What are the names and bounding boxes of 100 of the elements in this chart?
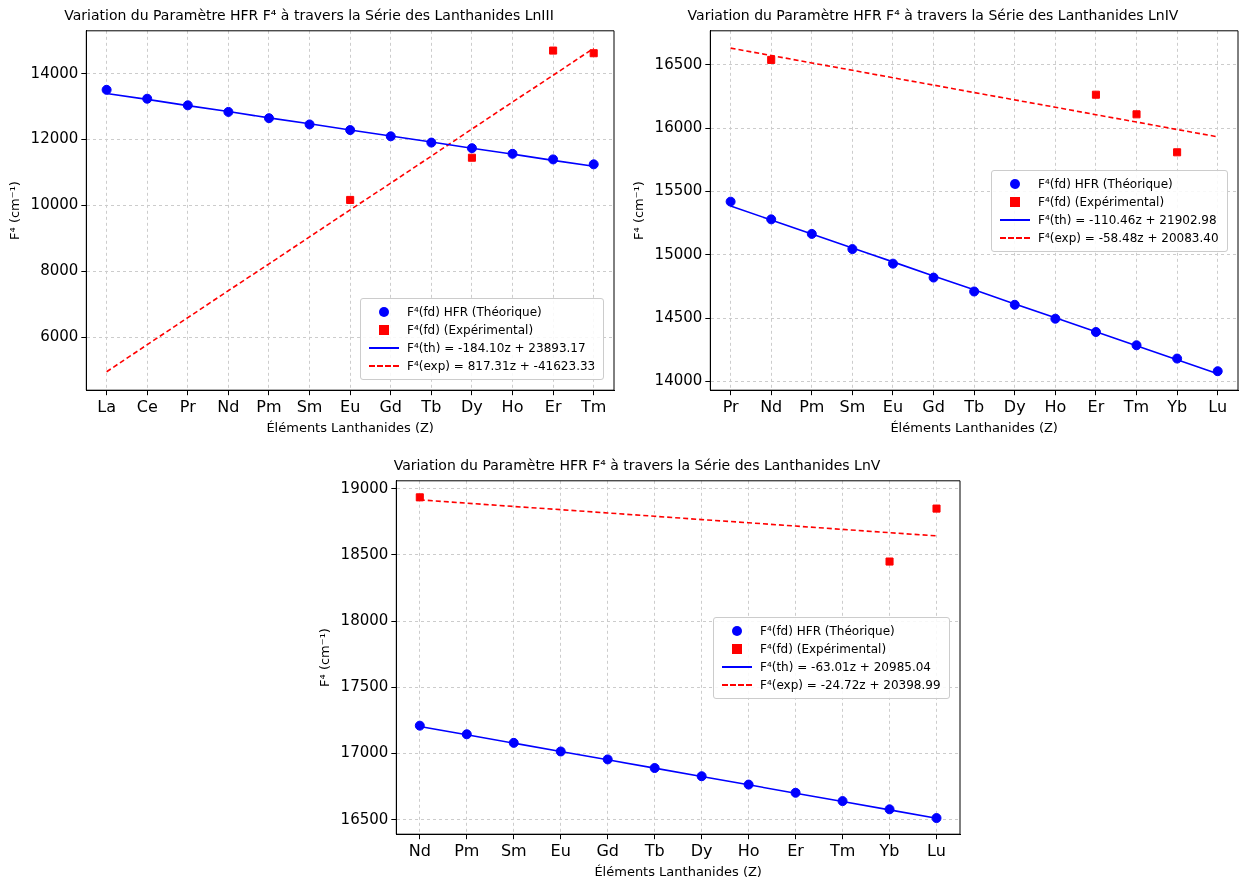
x-tick-label: Er — [1087, 396, 1105, 416]
x-tick-label: Er — [787, 840, 805, 860]
x-axis-title: Éléments Lanthanides (Z) — [594, 863, 762, 879]
point — [1131, 340, 1142, 351]
y-tick-label: 14000 — [30, 63, 79, 82]
y-tick-label: 17000 — [340, 743, 389, 762]
point — [588, 159, 599, 170]
x-axis-title: Éléments Lanthanides (Z) — [266, 419, 434, 435]
point — [696, 771, 707, 782]
legend-label: F⁴(th) = -184.10z + 23893.17 — [407, 341, 586, 356]
x-tick-label: Lu — [927, 840, 946, 860]
x-tick-label: Ho — [501, 396, 524, 416]
point — [1212, 366, 1223, 377]
point — [385, 131, 396, 142]
point — [182, 100, 193, 111]
point — [426, 137, 437, 148]
point — [932, 504, 941, 513]
y-tick-label: 8000 — [40, 261, 79, 280]
x-tick-label: Pm — [454, 840, 480, 860]
y-tick-label: 16000 — [654, 118, 703, 137]
x-tick-label: Tm — [828, 840, 856, 860]
y-tick-label: 19000 — [340, 478, 389, 497]
point — [928, 272, 939, 283]
y-tick-label: 15000 — [654, 244, 703, 263]
x-tick-label: Nd — [760, 396, 783, 416]
legend-label: F⁴(fd) HFR (Théorique) — [407, 305, 542, 320]
point — [1009, 299, 1020, 310]
point — [1132, 110, 1141, 119]
x-tick-label: Pm — [799, 396, 825, 416]
legend-label: F⁴(exp) = -24.72z + 20398.99 — [760, 677, 941, 692]
y-tick-label: 17500 — [340, 677, 389, 696]
point — [508, 737, 519, 748]
point — [767, 55, 776, 64]
x-tick-label: Ho — [737, 840, 760, 860]
y-tick-label: 12000 — [30, 129, 79, 148]
x-tick-label: Eu — [550, 840, 571, 860]
chart-title: Variation du Paramètre HFR F⁴ à travers la Série des Lanthanides LnIV — [687, 7, 1179, 24]
x-tick-label: Tm — [1122, 396, 1150, 416]
x-tick-label: Ce — [136, 396, 158, 416]
point — [345, 125, 356, 136]
x-tick-label: Sm — [500, 840, 527, 860]
legend-label: F⁴(fd) (Expérimental) — [407, 323, 534, 338]
y-tick-label: 18000 — [340, 610, 389, 629]
y-tick-label: 10000 — [30, 195, 79, 214]
legend-label: F⁴(exp) = -58.48z + 20083.40 — [1038, 230, 1219, 245]
point — [263, 113, 274, 124]
point — [1172, 353, 1183, 364]
x-tick-label: Gd — [922, 396, 945, 416]
legend-label: F⁴(fd) HFR (Théorique) — [1038, 176, 1173, 191]
legend-label: F⁴(th) = -110.46z + 21902.98 — [1038, 212, 1217, 227]
point — [101, 84, 112, 95]
x-tick-label: Dy — [1003, 396, 1026, 416]
x-tick-label: Gd — [596, 840, 619, 860]
x-tick-label: Eu — [340, 396, 361, 416]
point — [466, 143, 477, 154]
x-tick-label: Pm — [256, 396, 282, 416]
x-tick-label: Ho — [1044, 396, 1067, 416]
point — [766, 214, 777, 225]
point — [1050, 313, 1061, 324]
x-tick-label: Pr — [722, 396, 739, 416]
x-tick-label: Dy — [690, 840, 713, 860]
legend-label: F⁴(th) = -63.01z + 20985.04 — [760, 659, 931, 674]
point — [414, 720, 425, 731]
x-tick-label: Yb — [878, 840, 900, 860]
point — [1091, 90, 1100, 99]
point — [969, 286, 980, 297]
x-tick-label: Pr — [179, 396, 197, 416]
point — [304, 119, 315, 130]
x-tick-label: Tm — [580, 396, 607, 416]
point — [885, 557, 894, 566]
y-axis-title: F⁴ (cm⁻¹) — [631, 181, 647, 240]
x-tick-label: Sm — [839, 396, 866, 416]
x-tick-label: La — [97, 396, 116, 416]
point — [589, 49, 598, 58]
point — [884, 804, 895, 815]
point — [1173, 148, 1182, 157]
point — [649, 763, 660, 774]
point — [725, 196, 736, 207]
y-tick-label: 15500 — [654, 181, 703, 200]
y-tick-label: 16500 — [340, 809, 389, 828]
x-tick-label: Eu — [882, 396, 904, 416]
point — [142, 93, 153, 104]
point — [549, 46, 558, 55]
line-series — [729, 47, 1219, 138]
y-tick-label: 16500 — [654, 54, 703, 73]
x-tick-label: Dy — [461, 396, 483, 416]
legend-label: F⁴(fd) (Expérimental) — [1038, 194, 1165, 209]
x-tick-label: Tb — [643, 840, 665, 860]
y-tick-label: 14000 — [654, 371, 703, 390]
y-tick-label: 6000 — [40, 327, 79, 346]
point — [790, 787, 801, 798]
point — [461, 729, 472, 740]
x-tick-label: Nd — [408, 840, 431, 860]
x-tick-label: Sm — [296, 396, 323, 416]
x-tick-label: Lu — [1208, 396, 1228, 416]
point — [415, 493, 424, 502]
point — [743, 779, 754, 790]
point — [467, 153, 476, 162]
x-tick-label: Nd — [217, 396, 240, 416]
point — [806, 228, 817, 239]
